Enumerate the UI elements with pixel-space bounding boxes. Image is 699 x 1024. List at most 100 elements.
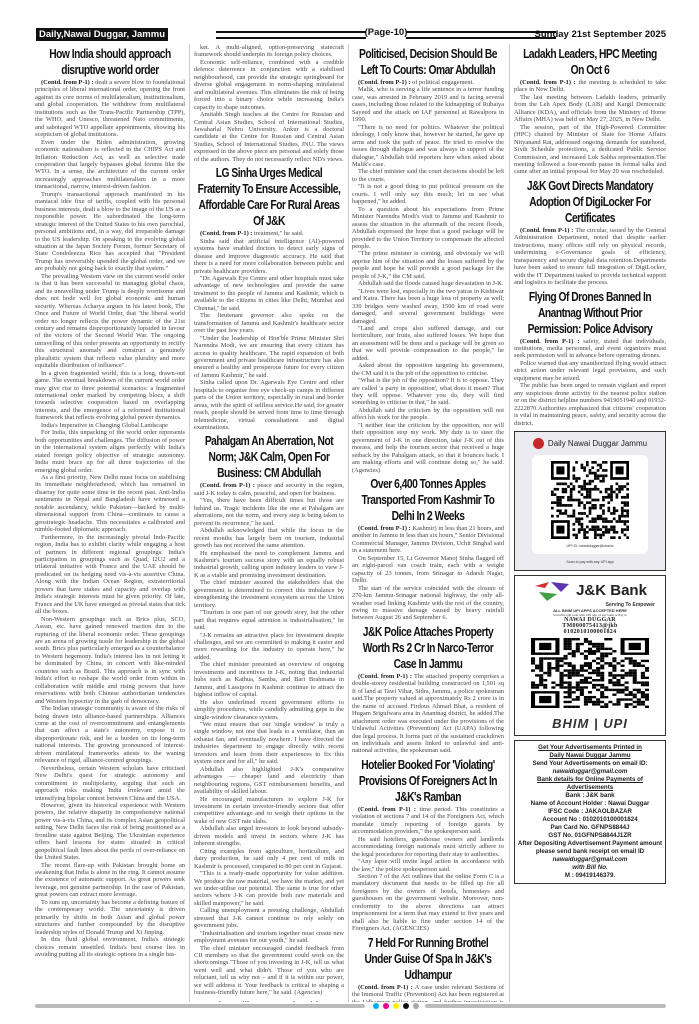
article-paragraph: He said hoteliers, guesthouse owners and…: [352, 835, 504, 858]
article-paragraph: (Contd. from P-1) : The attached propert…: [352, 672, 504, 755]
ad-line: Send Your Advertisements on email ID:: [532, 759, 648, 767]
headline: How India should approach disruptive wor…: [49, 47, 171, 77]
article-paragraph: (Contd. from P-1) : time period. This co…: [352, 805, 504, 836]
article-paragraph: (Contd. from P-1) : Kashmir) in less tha…: [352, 525, 504, 555]
article-paragraph: He also underlined recent government eff…: [194, 698, 344, 721]
article-paragraph: "What is the job of the opposition? It i…: [352, 377, 504, 407]
qr-code-icon[interactable]: [531, 637, 649, 708]
article-paragraph: He emphasised the need to complement Jam…: [194, 549, 344, 579]
article-paragraph: "It is not a good thing to put political…: [352, 183, 504, 206]
article-paragraph: Abdullah also urged investors to look be…: [194, 825, 344, 848]
payee-account: 0102010100001824: [563, 628, 617, 635]
article-paragraph: Malik, who is serving a life sentence in…: [352, 86, 504, 124]
headline: Politicised, Decision Should Be Left To …: [359, 47, 497, 77]
headline: Flying Of Drones Banned In Anantnag With…: [527, 289, 653, 336]
article: Flying Of Drones Banned In Anantnag With…: [514, 289, 666, 427]
article-paragraph: "This is a ready-made opportunity for va…: [194, 870, 344, 907]
article-paragraph: "I neither fear the criticism by the opp…: [352, 421, 504, 474]
page-number: (Page-10): [364, 27, 408, 38]
article-paragraph: Abdullah also highlighted J-K's comparat…: [194, 765, 344, 796]
headline: Over 6,400 Tonnes Apples Transported Fro…: [361, 477, 495, 524]
article-paragraph: "Tourism is one part of our growth story…: [194, 609, 344, 632]
article-paragraph: The chief minister encouraged candid fee…: [194, 944, 344, 997]
article-paragraph: Furthermore, in the increasingly pivotal…: [35, 533, 185, 616]
upi-payment-ad: Daily Nawai Duggar Jammu UPI ID: nawaidu…: [514, 430, 666, 571]
article-paragraph: Abdullah acknowledged that while the foc…: [194, 527, 344, 550]
article: J&K Police Attaches Property Worth Rs 2 …: [352, 624, 504, 755]
article-paragraph: However, given its historical experience…: [35, 801, 185, 862]
ad-line: IFSC Code : JAKAOLBAZAR: [548, 807, 632, 815]
article: Pahalgam An Aberration, Not Norm; J&K Ca…: [194, 433, 344, 996]
article: 7 Held For Running Brothel Under Guise O…: [352, 935, 504, 1002]
headline: J&K Govt Directs Mandatory Adoption Of D…: [526, 178, 654, 225]
article-paragraph: Trump's transactional approach manifeste…: [35, 190, 185, 273]
column-divider: [509, 44, 510, 1002]
article-paragraph: Sinha said that artificial intelligence …: [194, 237, 344, 275]
ad-line: GST No. 01GFNPS8844J1ZR: [548, 831, 632, 839]
ad-line: Pan Card No. GFNPS8844J: [550, 823, 630, 831]
article-paragraph: "J-K remains an attractive place for inv…: [194, 631, 344, 661]
article-paragraph: Even under the Biden administration, gro…: [35, 138, 185, 191]
article-paragraph: On September 15, Lt Governor Manoj Sinha…: [352, 554, 504, 585]
header-rule: [216, 31, 366, 39]
qr-code-icon[interactable]: [544, 460, 636, 539]
article-paragraph: (Contd. from P-1) : of political engagem…: [358, 79, 474, 86]
article-paragraph: The chief minister presented an overview…: [194, 661, 344, 699]
column-divider: [189, 44, 190, 1002]
headline: Hotelier Booked For 'Violating' Provisio…: [358, 757, 498, 804]
headline: Pahalgam An Aberration, Not Norm; J&K Ca…: [204, 434, 334, 481]
ad-email[interactable]: nawaiduggar@gmail.com: [552, 767, 628, 775]
article-paragraph: "There is no need for politics. Whatever…: [352, 123, 504, 168]
article-paragraph: Police warned that any unauthorized flyi…: [514, 359, 666, 382]
article-paragraph: "Under the leadership of Hon'ble Prime M…: [194, 334, 344, 379]
article: Over 6,400 Tonnes Apples Transported Fro…: [352, 476, 504, 622]
jk-bank-logo-icon: [535, 581, 570, 601]
article-paragraph: In this fluid global environment, India'…: [35, 936, 185, 959]
headline: J&K Police Attaches Property Worth Rs 2 …: [362, 624, 494, 671]
cyan-dot: [373, 1003, 379, 1009]
ad-line: Account No : 0102010100001824: [542, 815, 638, 823]
article-paragraph: "The prime minister is coming, and obvio…: [352, 250, 504, 280]
article-paragraph: Asked about the opposition targeting his…: [352, 362, 504, 377]
article-paragraph: "Industrialisation and tourism together …: [194, 929, 344, 945]
article: Yasin Malik's Case Should Not Be: [194, 999, 344, 1002]
bhim-upi-logo: BHIM | UPI: [552, 715, 628, 731]
article-paragraph: Citing examples from agriculture, hortic…: [194, 847, 344, 870]
article-paragraph: The public has been urged to remain vigi…: [514, 382, 666, 427]
headline: LG Sinha Urges Medical Fraternity To Ens…: [197, 166, 341, 229]
advertisement-info-box: Get Your Advertisements Printed in Daily…: [514, 739, 666, 884]
article-paragraph: "Yes, there have been difficult times bu…: [194, 497, 344, 527]
payee-name: NAWAI DUGGAR: [564, 616, 616, 623]
payee-vpa: TM000075413@jkb: [562, 622, 618, 629]
header-rule: [406, 31, 556, 39]
article-paragraph: "Dr. Agarwals Eye Centre and other hospi…: [194, 274, 344, 312]
article-paragraph: "Land and crops also suffered damage, an…: [352, 324, 504, 362]
article: Hotelier Booked For 'Violating' Provisio…: [352, 757, 504, 933]
article-paragraph: (Contd. from P-1) : peace and security i…: [194, 482, 344, 497]
article-paragraph: The Indian strategic community is aware …: [35, 705, 185, 765]
jk-bank-upi-ad: J&K Bank Serving To Empower ALL BHIM UPI…: [514, 574, 666, 736]
article-paragraph: The start of the service coincided with …: [352, 584, 504, 622]
article-paragraph: Sinha called upon Dr. Agarwals Eye Centr…: [194, 379, 344, 432]
article-paragraph: The prevailing Western view on the curre…: [35, 272, 185, 370]
ad-line: Bank : J&K bank: [565, 791, 615, 799]
article-paragraph: The chief minister said the court decisi…: [352, 168, 504, 183]
article-paragraph: The session, part of the High-Powered Co…: [514, 123, 666, 176]
ad-phone: M : 09419146379.: [564, 871, 616, 879]
article-paragraph: To a question about his expectations fro…: [352, 205, 504, 250]
color-registration-bar: [35, 1003, 666, 1009]
article-paragraph: In a given fragmented world, this is a l…: [35, 369, 185, 422]
article: J&K Govt Directs Mandatory Adoption Of D…: [514, 178, 666, 287]
scan-instruction: Scan this QR code with UPI app of any ba…: [552, 612, 628, 617]
headline: 7 Held For Running Brothel Under Guise O…: [364, 935, 492, 982]
article-paragraph: The last meeting between Ladakh leaders,…: [514, 93, 666, 124]
masthead: Daily,Nawai Duggar, Jammu: [36, 28, 169, 41]
article-paragraph: He encouraged manufacturers to explore J…: [194, 795, 344, 825]
ad-line: Get Your Advertisements Printed in: [538, 743, 642, 751]
bhim-accepted: ALL BHIM UPI APPS ACCEPTED HERE: [553, 607, 627, 613]
article-paragraph: Nevertheless, certain Western scholars h…: [35, 764, 185, 802]
ad-email[interactable]: nawaiduggar@gmail.com: [552, 855, 628, 863]
article-paragraph: (Contd. from P-1) : A case under relevan…: [352, 983, 504, 1002]
ad-line: Name of Account Holder : Nawai Duggar: [530, 799, 650, 807]
gray-bar: [425, 1004, 666, 1008]
